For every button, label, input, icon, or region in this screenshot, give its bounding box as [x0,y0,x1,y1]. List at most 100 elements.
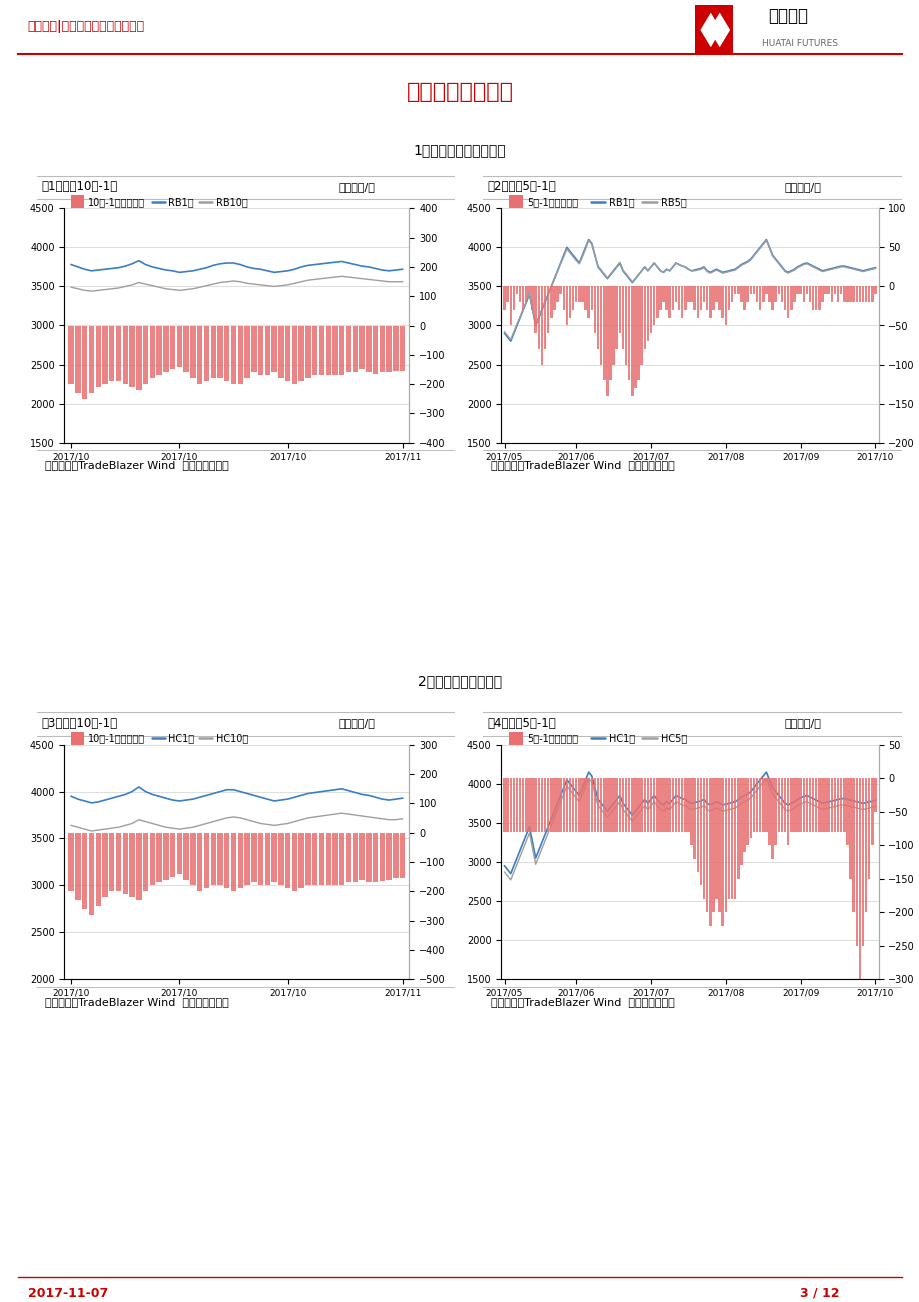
Bar [767,779,770,845]
Bar [686,779,689,832]
Bar [577,779,580,832]
Text: 2017-11-07: 2017-11-07 [28,1286,108,1299]
Bar [640,286,642,365]
Bar [565,286,568,326]
Bar [237,833,243,888]
Bar [528,779,530,832]
Bar [525,779,527,832]
Bar [587,286,589,318]
FancyBboxPatch shape [72,195,85,208]
Bar [505,779,508,832]
Bar [836,779,838,832]
Bar [577,286,580,302]
Bar [652,779,654,832]
Bar [752,286,754,294]
Bar [765,286,766,294]
Text: 图4：热轧5月-1月: 图4：热轧5月-1月 [487,717,555,730]
Bar [621,286,624,349]
Bar [183,326,188,372]
Text: 数据来源：TradeBlazer Wind  华泰期货研究所: 数据来源：TradeBlazer Wind 华泰期货研究所 [45,997,229,1006]
Bar [130,326,134,387]
Bar [805,286,807,294]
Bar [96,833,101,906]
Bar [686,286,689,302]
Bar [332,326,337,375]
Bar [271,833,277,883]
Bar [633,779,636,832]
Text: 10月-1月（右轴）: 10月-1月（右轴） [88,197,145,207]
Bar [867,779,869,879]
Bar [684,779,686,832]
Bar [352,326,357,372]
Bar [861,779,863,945]
Bar [633,286,636,388]
Bar [96,326,101,387]
Bar [584,286,586,310]
Bar [305,326,311,378]
Bar [599,286,602,365]
Bar [572,779,573,832]
Bar [792,286,795,302]
Bar [711,779,714,913]
Bar [758,286,761,310]
Bar [754,779,757,832]
FancyBboxPatch shape [72,732,85,745]
Bar [512,286,515,310]
Bar [714,286,717,302]
Bar [655,286,658,318]
Bar [646,779,649,832]
Bar [720,286,723,318]
Text: 图1：螺纹10月-1月: 图1：螺纹10月-1月 [41,181,117,194]
Bar [531,779,533,832]
Bar [400,326,405,371]
Bar [291,833,297,891]
Bar [761,779,764,832]
Bar [786,779,789,845]
Bar [842,779,845,832]
Bar [655,779,658,832]
Bar [799,779,801,832]
Bar [789,286,791,310]
Bar [265,833,270,885]
Bar [380,833,385,881]
Bar [68,326,74,384]
Bar [509,286,512,326]
Bar [615,286,618,349]
Bar [848,286,851,302]
Bar [826,779,829,832]
Bar [718,779,720,913]
Bar [190,833,196,885]
Bar [325,326,331,375]
Bar [640,779,642,832]
Bar [821,286,823,302]
Bar [521,286,524,310]
Bar [811,779,813,832]
Bar [814,779,817,832]
Bar [163,326,168,372]
Bar [680,286,683,318]
Bar [724,779,726,913]
Bar [183,833,188,880]
Bar [674,286,676,302]
Bar [372,833,378,883]
Bar [680,779,683,832]
Bar [352,833,357,883]
Text: 单位：元/吨: 单位：元/吨 [784,182,821,191]
Bar [649,286,652,333]
Bar [599,779,602,832]
Bar [312,326,317,375]
Bar [325,833,331,885]
Bar [852,286,854,302]
Bar [630,286,633,396]
Text: 数据来源：TradeBlazer Wind  华泰期货研究所: 数据来源：TradeBlazer Wind 华泰期货研究所 [491,461,675,470]
Bar [743,286,745,310]
Bar [754,286,757,302]
Bar [792,779,795,832]
Bar [833,286,835,294]
FancyBboxPatch shape [508,195,523,208]
Bar [873,779,876,811]
Text: 数据来源：TradeBlazer Wind  华泰期货研究所: 数据来源：TradeBlazer Wind 华泰期货研究所 [45,461,229,470]
Bar [606,779,608,832]
Bar [855,286,857,302]
Bar [674,779,676,832]
